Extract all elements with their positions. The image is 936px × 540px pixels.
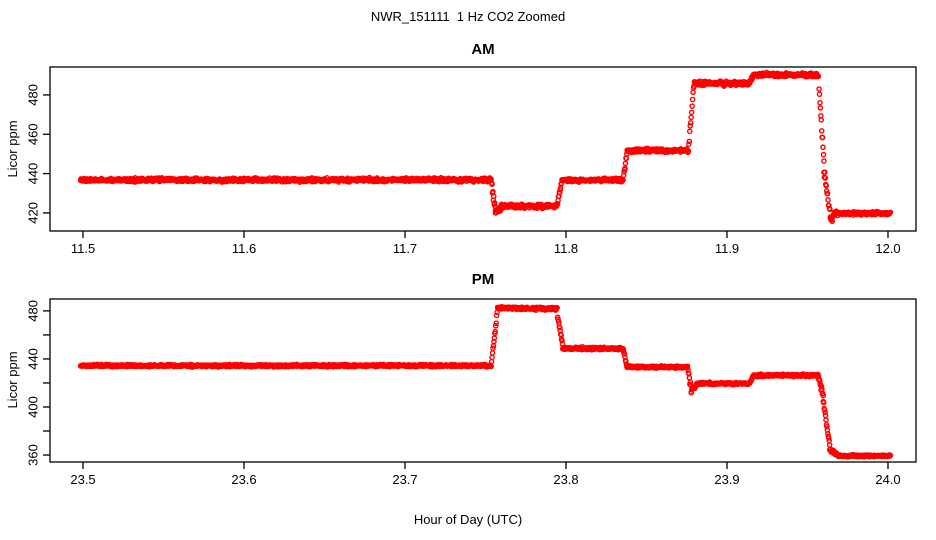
am-y-axis-label: Licor ppm xyxy=(5,120,20,178)
am-panel-title: AM xyxy=(471,41,495,58)
x-axis-label: Hour of Day (UTC) xyxy=(413,512,523,527)
pm-panel-title: PM xyxy=(471,271,495,288)
figure-title: NWR_151111 1 Hz CO2 Zoomed xyxy=(370,9,566,24)
pm-y-axis-label: Licor ppm xyxy=(5,351,20,409)
